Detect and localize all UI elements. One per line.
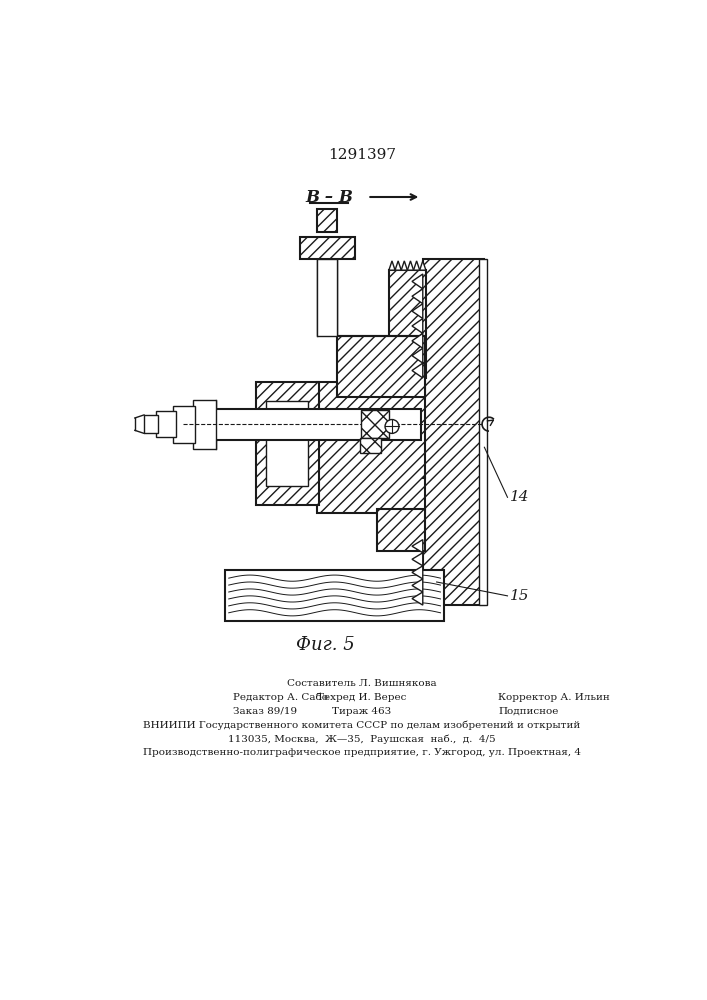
Polygon shape — [412, 363, 423, 378]
Bar — [300, 237, 355, 259]
Circle shape — [385, 420, 399, 433]
Text: Фиг. 5: Фиг. 5 — [296, 636, 354, 654]
Text: Заказ 89/19: Заказ 89/19 — [233, 707, 297, 716]
Polygon shape — [412, 566, 423, 579]
Bar — [377, 509, 425, 551]
Polygon shape — [389, 261, 395, 270]
Text: 113035, Москва,  Ж—35,  Раушская  наб.,  д.  4/5: 113035, Москва, Ж—35, Раушская наб., д. … — [228, 734, 496, 744]
Bar — [337, 336, 425, 397]
Bar — [317, 382, 425, 513]
Polygon shape — [412, 592, 423, 605]
Polygon shape — [395, 261, 402, 270]
Polygon shape — [412, 274, 423, 289]
Text: Тираж 463: Тираж 463 — [332, 707, 392, 716]
Bar — [317, 209, 337, 232]
Bar — [266, 401, 308, 486]
Polygon shape — [414, 261, 420, 270]
Bar — [317, 259, 337, 336]
Polygon shape — [412, 289, 423, 304]
Text: Составитель Л. Вишнякова: Составитель Л. Вишнякова — [287, 679, 437, 688]
Polygon shape — [412, 304, 423, 319]
Polygon shape — [412, 319, 423, 333]
Text: ВНИИПИ Государственного комитета СССР по делам изобретений и открытий: ВНИИПИ Государственного комитета СССР по… — [144, 720, 580, 730]
Bar — [144, 415, 158, 433]
Polygon shape — [412, 348, 423, 363]
Text: 14: 14 — [510, 490, 530, 504]
Bar — [361, 410, 389, 438]
Polygon shape — [420, 261, 426, 270]
Text: 1291397: 1291397 — [328, 148, 396, 162]
Polygon shape — [412, 540, 423, 553]
Polygon shape — [412, 579, 423, 592]
Polygon shape — [407, 261, 414, 270]
Text: Корректор А. Ильин: Корректор А. Ильин — [498, 693, 610, 702]
Polygon shape — [412, 553, 423, 566]
Text: Производственно-полиграфическое предприятие, г. Ужгород, ул. Проектная, 4: Производственно-полиграфическое предприя… — [143, 748, 581, 757]
Bar — [389, 270, 426, 378]
Bar — [225, 570, 444, 620]
Bar — [156, 411, 175, 437]
Polygon shape — [402, 261, 407, 270]
Text: 15: 15 — [510, 589, 530, 603]
Text: Подписное: Подписное — [498, 707, 559, 716]
Bar — [479, 259, 486, 605]
Polygon shape — [412, 333, 423, 348]
Bar — [423, 259, 484, 605]
Bar — [192, 409, 421, 440]
Text: Редактор А. Сабо: Редактор А. Сабо — [233, 693, 327, 702]
Bar — [192, 400, 216, 449]
Bar — [256, 382, 319, 505]
Text: Техред И. Верес: Техред И. Верес — [317, 693, 407, 702]
Bar — [360, 438, 381, 453]
Text: B – B: B – B — [305, 188, 353, 206]
Bar — [173, 406, 195, 443]
